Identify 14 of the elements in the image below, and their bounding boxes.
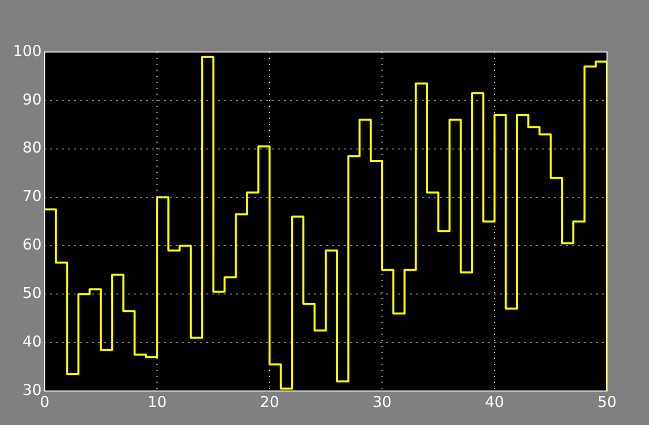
x-tick-label: 20 (260, 392, 280, 411)
x-tick-label: 40 (484, 392, 504, 411)
y-tick-label: 70 (22, 187, 42, 206)
y-tick-label: 60 (22, 236, 42, 254)
y-tick-label: 30 (22, 380, 42, 399)
y-tick-label: 90 (22, 90, 42, 108)
y-tick-label: 40 (22, 332, 42, 350)
x-tick-label: 10 (148, 392, 167, 411)
x-tick-label: 50 (597, 392, 617, 411)
y-tick-label: 80 (22, 138, 42, 157)
x-tick-label: 0 (40, 392, 50, 411)
y-tick-label: 50 (22, 284, 42, 302)
x-tick-label: 30 (372, 392, 392, 411)
y-tick-label: 100 (12, 42, 42, 60)
